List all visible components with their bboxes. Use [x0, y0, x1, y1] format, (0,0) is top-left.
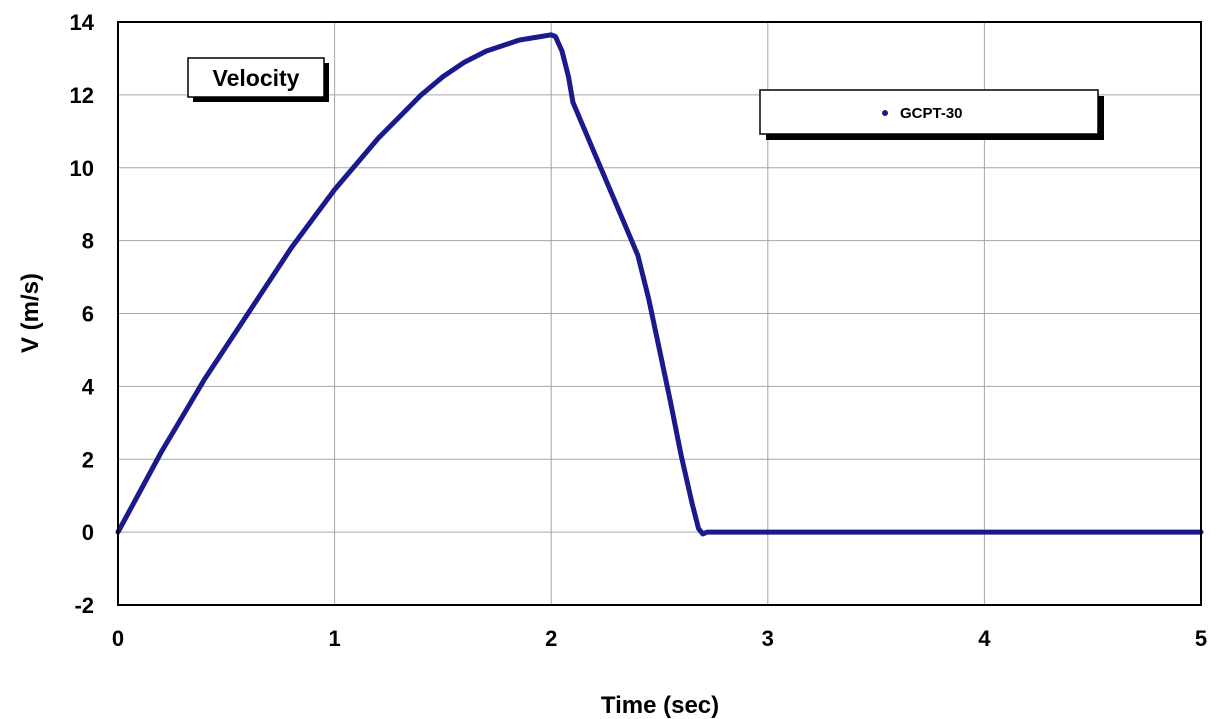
legend: GCPT-30 [759, 89, 1104, 140]
legend-marker [882, 110, 888, 116]
x-tick-label-2: 2 [545, 626, 557, 651]
y-tick-label-2: 2 [82, 447, 94, 472]
title-box-frame [187, 57, 325, 98]
y-tick-label-3: 4 [82, 374, 95, 399]
y-tick-labels: -2 0 2 4 6 8 10 12 14 [70, 10, 95, 618]
legend-frame [759, 89, 1099, 135]
x-axis-title: Time (sec) [601, 692, 719, 719]
y-tick-label-6: 10 [70, 156, 94, 181]
x-tick-label-3: 3 [762, 626, 774, 651]
title-box: Velocity [187, 57, 329, 102]
series-line-0 [115, 32, 1204, 537]
y-tick-label-7: 12 [70, 83, 94, 108]
x-tick-label-5: 5 [1195, 626, 1207, 651]
y-tick-label-8: 14 [70, 10, 95, 35]
series-group [115, 32, 1204, 537]
x-tick-label-0: 0 [112, 626, 124, 651]
y-tick-label-0: -2 [74, 593, 94, 618]
chart-title: Velocity [213, 65, 300, 91]
y-tick-label-5: 8 [82, 229, 94, 254]
y-tick-label-1: 0 [82, 520, 94, 545]
x-tick-label-4: 4 [978, 626, 991, 651]
x-tick-labels: 0 1 2 3 4 5 [112, 626, 1207, 651]
plot-frame [117, 21, 1202, 606]
legend-label: GCPT-30 [900, 105, 963, 122]
x-tick-label-1: 1 [328, 626, 340, 651]
y-axis-title: V (m/s) [17, 273, 44, 353]
y-tick-label-4: 6 [82, 302, 94, 327]
